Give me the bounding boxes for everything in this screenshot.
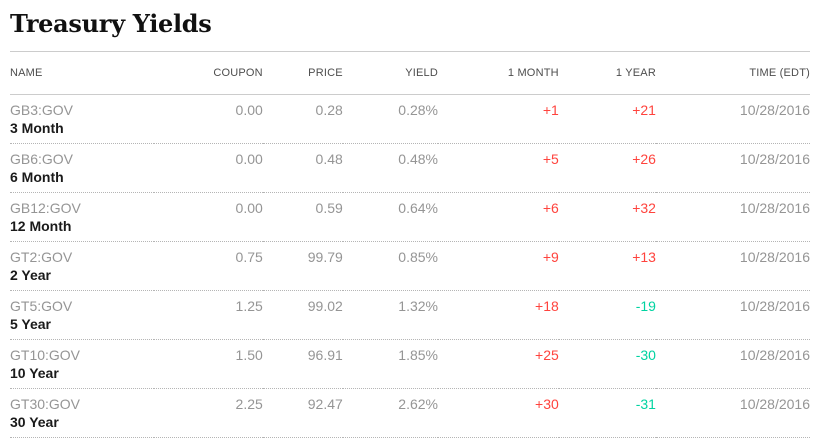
coupon-value: 0.00 bbox=[235, 200, 263, 216]
col-header-time: TIME (EDT) bbox=[749, 67, 810, 79]
yield-value: 2.62% bbox=[398, 396, 438, 412]
security-name: 12 Month bbox=[10, 218, 72, 234]
price-value: 99.02 bbox=[307, 298, 343, 314]
table-row: GB3:GOV 3 Month 0.00 0.28 0.28% +1 +21 1… bbox=[10, 95, 810, 144]
coupon-value: 0.75 bbox=[235, 249, 263, 265]
price-value: 96.91 bbox=[307, 347, 343, 363]
price-value: 0.48 bbox=[315, 151, 343, 167]
page-title: Treasury Yields bbox=[10, 9, 212, 38]
treasury-yields-table: NAME COUPON PRICE YIELD 1 MONTH 1 YEAR T… bbox=[10, 51, 810, 438]
name-cell: GT2:GOV 2 Year bbox=[10, 242, 154, 291]
time-value: 10/28/2016 bbox=[739, 298, 810, 314]
change-1-month: +6 bbox=[542, 200, 559, 216]
change-1-month: +30 bbox=[535, 396, 559, 412]
change-1-month: +5 bbox=[542, 151, 559, 167]
yield-value: 0.64% bbox=[398, 200, 438, 216]
time-value: 10/28/2016 bbox=[739, 200, 810, 216]
time-value: 10/28/2016 bbox=[739, 151, 810, 167]
name-cell: GT5:GOV 5 Year bbox=[10, 291, 154, 340]
coupon-value: 1.50 bbox=[235, 347, 263, 363]
price-value: 92.47 bbox=[307, 396, 343, 412]
ticker-link[interactable]: GT10:GOV bbox=[10, 347, 81, 363]
coupon-value: 2.25 bbox=[235, 396, 263, 412]
change-1-month: +1 bbox=[542, 102, 559, 118]
change-1-year: +21 bbox=[632, 102, 656, 118]
col-header-yield: YIELD bbox=[405, 67, 438, 79]
price-value: 0.59 bbox=[315, 200, 343, 216]
col-header-1-month: 1 MONTH bbox=[507, 67, 559, 79]
yield-value: 0.48% bbox=[398, 151, 438, 167]
table-row: GT10:GOV 10 Year 1.50 96.91 1.85% +25 -3… bbox=[10, 340, 810, 389]
col-header-coupon: COUPON bbox=[213, 67, 263, 79]
table-row: GT30:GOV 30 Year 2.25 92.47 2.62% +30 -3… bbox=[10, 389, 810, 438]
ticker-link[interactable]: GT2:GOV bbox=[10, 249, 73, 265]
change-1-month: +9 bbox=[542, 249, 559, 265]
time-value: 10/28/2016 bbox=[739, 249, 810, 265]
time-value: 10/28/2016 bbox=[739, 102, 810, 118]
security-name: 5 Year bbox=[10, 316, 52, 332]
name-cell: GT10:GOV 10 Year bbox=[10, 340, 154, 389]
yield-value: 1.32% bbox=[398, 298, 438, 314]
col-header-name: NAME bbox=[10, 67, 43, 79]
name-cell: GB6:GOV 6 Month bbox=[10, 144, 154, 193]
col-header-1-year: 1 YEAR bbox=[615, 67, 656, 79]
col-header-price: PRICE bbox=[308, 67, 343, 79]
change-1-month: +25 bbox=[535, 347, 559, 363]
table-header-row: NAME COUPON PRICE YIELD 1 MONTH 1 YEAR T… bbox=[10, 51, 810, 95]
security-name: 3 Month bbox=[10, 120, 64, 136]
ticker-link[interactable]: GB6:GOV bbox=[10, 151, 74, 167]
table-row: GT5:GOV 5 Year 1.25 99.02 1.32% +18 -19 … bbox=[10, 291, 810, 340]
change-1-month: +18 bbox=[535, 298, 559, 314]
time-value: 10/28/2016 bbox=[739, 396, 810, 412]
price-value: 0.28 bbox=[315, 102, 343, 118]
ticker-link[interactable]: GB12:GOV bbox=[10, 200, 81, 216]
table-row: GB6:GOV 6 Month 0.00 0.48 0.48% +5 +26 1… bbox=[10, 144, 810, 193]
coupon-value: 0.00 bbox=[235, 102, 263, 118]
security-name: 10 Year bbox=[10, 365, 59, 381]
security-name: 30 Year bbox=[10, 414, 59, 430]
coupon-value: 1.25 bbox=[235, 298, 263, 314]
change-1-year: +26 bbox=[632, 151, 656, 167]
yield-value: 1.85% bbox=[398, 347, 438, 363]
coupon-value: 0.00 bbox=[235, 151, 263, 167]
ticker-link[interactable]: GT5:GOV bbox=[10, 298, 73, 314]
change-1-year: -31 bbox=[635, 396, 656, 412]
ticker-link[interactable]: GB3:GOV bbox=[10, 102, 74, 118]
name-cell: GB3:GOV 3 Month bbox=[10, 95, 154, 144]
ticker-link[interactable]: GT30:GOV bbox=[10, 396, 81, 412]
change-1-year: +13 bbox=[632, 249, 656, 265]
yield-value: 0.28% bbox=[398, 102, 438, 118]
change-1-year: -19 bbox=[635, 298, 656, 314]
name-cell: GB12:GOV 12 Month bbox=[10, 193, 154, 242]
security-name: 6 Month bbox=[10, 169, 64, 185]
security-name: 2 Year bbox=[10, 267, 52, 283]
name-cell: GT30:GOV 30 Year bbox=[10, 389, 154, 438]
table-row: GT2:GOV 2 Year 0.75 99.79 0.85% +9 +13 1… bbox=[10, 242, 810, 291]
time-value: 10/28/2016 bbox=[739, 347, 810, 363]
table-row: GB12:GOV 12 Month 0.00 0.59 0.64% +6 +32… bbox=[10, 193, 810, 242]
yield-value: 0.85% bbox=[398, 249, 438, 265]
change-1-year: -30 bbox=[635, 347, 656, 363]
change-1-year: +32 bbox=[632, 200, 656, 216]
price-value: 99.79 bbox=[307, 249, 343, 265]
